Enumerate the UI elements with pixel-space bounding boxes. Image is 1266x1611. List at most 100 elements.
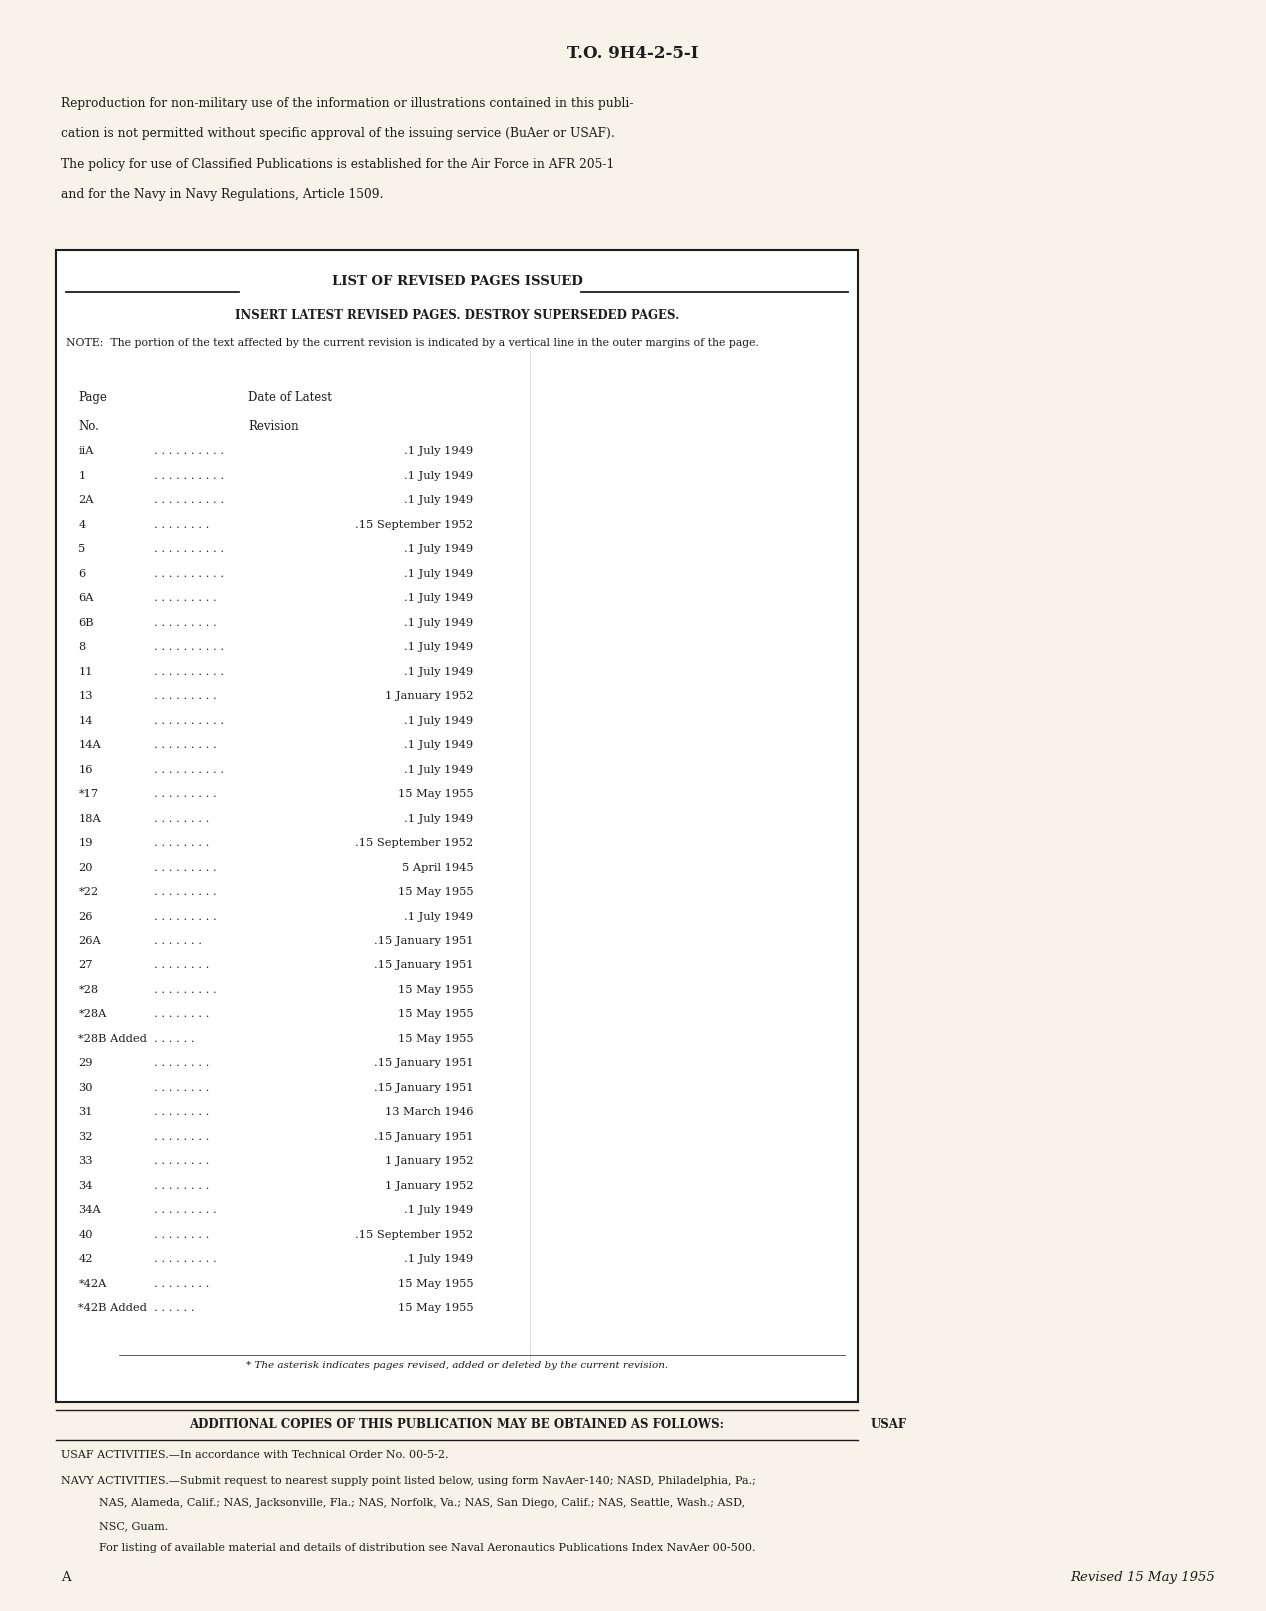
Text: ADDITIONAL COPIES OF THIS PUBLICATION MAY BE OBTAINED AS FOLLOWS:: ADDITIONAL COPIES OF THIS PUBLICATION MA… bbox=[190, 1418, 724, 1431]
Text: . . . . . . . .: . . . . . . . . bbox=[154, 1157, 210, 1166]
Text: *28B Added: *28B Added bbox=[78, 1034, 147, 1044]
Text: T.O. 9H4-2-5-I: T.O. 9H4-2-5-I bbox=[567, 45, 699, 63]
Text: 20: 20 bbox=[78, 862, 92, 873]
Text: 15 May 1955: 15 May 1955 bbox=[398, 984, 473, 996]
Text: 26A: 26A bbox=[78, 936, 101, 946]
Text: 31: 31 bbox=[78, 1107, 92, 1118]
Text: . . . . . . . .: . . . . . . . . bbox=[154, 1058, 210, 1068]
Text: .1 July 1949: .1 July 1949 bbox=[404, 495, 473, 506]
Text: .15 September 1952: .15 September 1952 bbox=[356, 1229, 473, 1240]
Text: 30: 30 bbox=[78, 1083, 92, 1092]
Text: 1: 1 bbox=[78, 470, 86, 480]
Text: . . . . . . . . . .: . . . . . . . . . . bbox=[154, 569, 224, 578]
Text: *22: *22 bbox=[78, 888, 99, 897]
Text: 2A: 2A bbox=[78, 495, 94, 506]
Text: NAS, Alameda, Calif.; NAS, Jacksonville, Fla.; NAS, Norfolk, Va.; NAS, San Diego: NAS, Alameda, Calif.; NAS, Jacksonville,… bbox=[99, 1498, 744, 1508]
Text: . . . . . .: . . . . . . bbox=[154, 1034, 195, 1044]
Text: .1 July 1949: .1 July 1949 bbox=[404, 814, 473, 823]
Text: Page: Page bbox=[78, 391, 108, 404]
Text: . . . . . . . . .: . . . . . . . . . bbox=[154, 888, 218, 897]
Text: No.: No. bbox=[78, 420, 99, 433]
Text: 5: 5 bbox=[78, 545, 86, 554]
Text: 29: 29 bbox=[78, 1058, 92, 1068]
Text: . . . . . . . .: . . . . . . . . bbox=[154, 960, 210, 970]
Text: *17: *17 bbox=[78, 789, 99, 799]
Text: . . . . . . . . .: . . . . . . . . . bbox=[154, 1205, 218, 1215]
Text: A: A bbox=[61, 1571, 71, 1584]
Text: 15 May 1955: 15 May 1955 bbox=[398, 789, 473, 799]
Text: .1 July 1949: .1 July 1949 bbox=[404, 470, 473, 480]
Text: .1 July 1949: .1 July 1949 bbox=[404, 446, 473, 456]
Text: . . . . . . . . . .: . . . . . . . . . . bbox=[154, 470, 224, 480]
Text: 34A: 34A bbox=[78, 1205, 101, 1215]
Text: 13 March 1946: 13 March 1946 bbox=[385, 1107, 473, 1118]
Text: . . . . . . . .: . . . . . . . . bbox=[154, 1279, 210, 1289]
Text: 15 May 1955: 15 May 1955 bbox=[398, 1034, 473, 1044]
Text: . . . . . . . .: . . . . . . . . bbox=[154, 1083, 210, 1092]
Text: . . . . . . . .: . . . . . . . . bbox=[154, 520, 210, 530]
Text: . . . . . . . .: . . . . . . . . bbox=[154, 1181, 210, 1191]
Text: .1 July 1949: .1 July 1949 bbox=[404, 1205, 473, 1215]
Text: . . . . . . . . . .: . . . . . . . . . . bbox=[154, 446, 224, 456]
Text: 14: 14 bbox=[78, 715, 92, 725]
Text: Revised 15 May 1955: Revised 15 May 1955 bbox=[1071, 1571, 1215, 1584]
Text: *28A: *28A bbox=[78, 1010, 106, 1020]
Text: Reproduction for non-military use of the information or illustrations contained : Reproduction for non-military use of the… bbox=[61, 97, 633, 110]
Text: 13: 13 bbox=[78, 691, 92, 701]
Text: . . . . . . . .: . . . . . . . . bbox=[154, 1107, 210, 1118]
Text: . . . . . . . .: . . . . . . . . bbox=[154, 838, 210, 847]
Text: 1 January 1952: 1 January 1952 bbox=[385, 1157, 473, 1166]
Text: 26: 26 bbox=[78, 912, 92, 921]
Text: .1 July 1949: .1 July 1949 bbox=[404, 545, 473, 554]
Text: .1 July 1949: .1 July 1949 bbox=[404, 1255, 473, 1265]
Text: .1 July 1949: .1 July 1949 bbox=[404, 912, 473, 921]
Text: . . . . . . . . .: . . . . . . . . . bbox=[154, 789, 218, 799]
Text: . . . . . . . .: . . . . . . . . bbox=[154, 1133, 210, 1142]
Text: Revision: Revision bbox=[248, 420, 299, 433]
Text: .1 July 1949: .1 July 1949 bbox=[404, 617, 473, 628]
Text: NOTE:  The portion of the text affected by the current revision is indicated by : NOTE: The portion of the text affected b… bbox=[66, 338, 758, 348]
Text: 14A: 14A bbox=[78, 739, 101, 751]
Text: 32: 32 bbox=[78, 1133, 92, 1142]
Text: . . . . . . . . . .: . . . . . . . . . . bbox=[154, 495, 224, 506]
Text: 5 April 1945: 5 April 1945 bbox=[401, 862, 473, 873]
Bar bbox=[56, 250, 858, 1402]
Text: 19: 19 bbox=[78, 838, 92, 847]
Text: 33: 33 bbox=[78, 1157, 92, 1166]
Text: Date of Latest: Date of Latest bbox=[248, 391, 332, 404]
Text: 11: 11 bbox=[78, 667, 92, 677]
Text: .1 July 1949: .1 July 1949 bbox=[404, 593, 473, 603]
Text: For listing of available material and details of distribution see Naval Aeronaut: For listing of available material and de… bbox=[99, 1543, 756, 1553]
Text: and for the Navy in Navy Regulations, Article 1509.: and for the Navy in Navy Regulations, Ar… bbox=[61, 188, 384, 201]
Text: *42B Added: *42B Added bbox=[78, 1303, 147, 1313]
Text: NAVY ACTIVITIES.—Submit request to nearest supply point listed below, using form: NAVY ACTIVITIES.—Submit request to neare… bbox=[61, 1476, 756, 1485]
Text: .1 July 1949: .1 July 1949 bbox=[404, 569, 473, 578]
Text: 6: 6 bbox=[78, 569, 86, 578]
Text: LIST OF REVISED PAGES ISSUED: LIST OF REVISED PAGES ISSUED bbox=[332, 275, 582, 288]
Text: * The asterisk indicates pages revised, added or deleted by the current revision: * The asterisk indicates pages revised, … bbox=[246, 1361, 668, 1371]
Text: *42A: *42A bbox=[78, 1279, 106, 1289]
Text: . . . . . . . . .: . . . . . . . . . bbox=[154, 984, 218, 996]
Text: 15 May 1955: 15 May 1955 bbox=[398, 1303, 473, 1313]
Text: . . . . . . . .: . . . . . . . . bbox=[154, 1010, 210, 1020]
Text: .15 January 1951: .15 January 1951 bbox=[373, 1083, 473, 1092]
Text: 6B: 6B bbox=[78, 617, 94, 628]
Text: .1 July 1949: .1 July 1949 bbox=[404, 643, 473, 652]
Text: 1 January 1952: 1 January 1952 bbox=[385, 691, 473, 701]
Text: . . . . . . . . . .: . . . . . . . . . . bbox=[154, 765, 224, 775]
Text: .15 September 1952: .15 September 1952 bbox=[356, 838, 473, 847]
Text: . . . . . . . . .: . . . . . . . . . bbox=[154, 862, 218, 873]
Text: . . . . . .: . . . . . . bbox=[154, 1303, 195, 1313]
Text: . . . . . . . .: . . . . . . . . bbox=[154, 1229, 210, 1240]
Text: 42: 42 bbox=[78, 1255, 92, 1265]
Text: USAF ACTIVITIES.—In accordance with Technical Order No. 00-5-2.: USAF ACTIVITIES.—In accordance with Tech… bbox=[61, 1450, 448, 1460]
Text: 15 May 1955: 15 May 1955 bbox=[398, 1010, 473, 1020]
Text: . . . . . . . . .: . . . . . . . . . bbox=[154, 1255, 218, 1265]
Text: *28: *28 bbox=[78, 984, 99, 996]
Text: 18A: 18A bbox=[78, 814, 101, 823]
Text: 1 January 1952: 1 January 1952 bbox=[385, 1181, 473, 1191]
Text: iiA: iiA bbox=[78, 446, 94, 456]
Text: .1 July 1949: .1 July 1949 bbox=[404, 765, 473, 775]
Text: . . . . . . . . .: . . . . . . . . . bbox=[154, 593, 218, 603]
Text: .15 January 1951: .15 January 1951 bbox=[373, 1058, 473, 1068]
